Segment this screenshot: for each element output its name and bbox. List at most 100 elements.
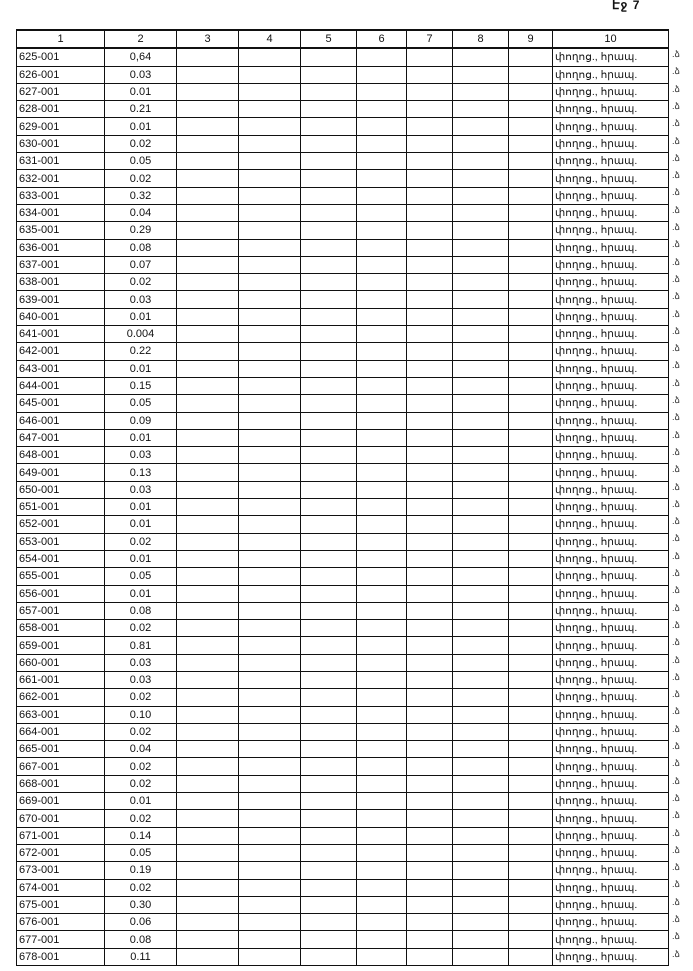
cell-empty	[452, 376, 509, 396]
cell-empty	[452, 515, 509, 534]
cell-empty	[508, 307, 553, 327]
cell-empty	[238, 255, 301, 275]
cell-type: փողոց., հրապ.	[552, 221, 669, 240]
cell-type: փողոց., հրապ.	[552, 653, 669, 672]
cell-id: 638-001	[16, 273, 105, 292]
cell-empty	[452, 809, 509, 828]
cell-empty	[406, 774, 453, 794]
cell-empty	[356, 809, 407, 828]
column-header-9: 9	[508, 28, 553, 50]
cell-empty	[176, 653, 239, 672]
cell-id: 625-001	[16, 47, 105, 67]
cell-empty	[176, 809, 239, 828]
cell-empty	[176, 878, 239, 897]
cell-empty	[300, 480, 357, 500]
cell-empty	[452, 342, 509, 361]
cell-empty	[176, 47, 239, 67]
cell-type: փողոց., հրապ.	[552, 186, 669, 205]
cell-empty	[300, 584, 357, 603]
cell-empty	[356, 722, 407, 742]
cell-empty	[356, 826, 407, 845]
cell-empty	[356, 238, 407, 257]
cell-empty	[356, 895, 407, 915]
cell-id: 667-001	[16, 757, 105, 776]
cell-empty	[300, 255, 357, 275]
cell-type: փողոց., հրապ.	[552, 498, 669, 517]
margin-mark: .ձ	[672, 239, 680, 250]
cell-empty	[406, 757, 453, 776]
cell-value: 0.02	[104, 532, 177, 551]
cell-type: փողոց., հրապ.	[552, 895, 669, 915]
table-row: 639-001 0.03 փողոց., հրապ.	[16, 290, 669, 309]
cell-empty	[452, 947, 509, 967]
cell-empty	[300, 792, 357, 811]
cell-id: 665-001	[16, 740, 105, 759]
margin-mark: .ձ	[672, 585, 680, 596]
cell-value: 0.02	[104, 688, 177, 707]
cell-type: փողոց., հրապ.	[552, 515, 669, 534]
cell-value: 0.13	[104, 463, 177, 482]
margin-mark: .ձ	[672, 83, 680, 94]
cell-empty	[452, 619, 509, 638]
cell-empty	[406, 446, 453, 465]
cell-type: փողոց., հրապ.	[552, 774, 669, 794]
margin-mark: .ձ	[672, 464, 680, 475]
margin-mark: .ձ	[672, 395, 680, 405]
cell-empty	[176, 82, 239, 102]
cell-empty	[452, 930, 509, 949]
cell-id: 628-001	[16, 100, 105, 119]
table-row: 675-001 0.30 փողոց., հրապ.	[16, 895, 669, 915]
margin-mark: .ձ	[672, 412, 680, 423]
cell-empty	[508, 221, 553, 240]
cell-type: փողոց., հրապ.	[552, 290, 669, 309]
cell-empty	[452, 134, 509, 154]
cell-type: փողոց., հրապ.	[552, 826, 669, 845]
cell-empty	[238, 584, 301, 603]
cell-empty	[406, 792, 453, 811]
cell-id: 639-001	[16, 290, 105, 309]
cell-empty	[238, 47, 301, 67]
cell-type: փողոց., հրապ.	[552, 446, 669, 465]
cell-empty	[406, 411, 453, 430]
margin-mark: .ձ	[672, 948, 680, 959]
cell-empty	[238, 757, 301, 776]
cell-empty	[176, 619, 239, 638]
cell-type: փողոց., հրապ.	[552, 688, 669, 707]
cell-empty	[406, 307, 453, 327]
cell-id: 671-001	[16, 826, 105, 845]
cell-empty	[176, 376, 239, 396]
cell-id: 677-001	[16, 930, 105, 949]
margin-mark: .ձ	[672, 343, 680, 354]
table-row: 656-001 0.01 փողոց., հրապ.	[16, 584, 669, 603]
margin-mark: .ձ	[672, 49, 680, 59]
cell-empty	[356, 515, 407, 534]
cell-empty	[238, 895, 301, 915]
table-row: 678-001 0.11 փողոց., հրապ.	[16, 947, 669, 967]
margin-mark: .ձ	[672, 758, 680, 769]
cell-id: 676-001	[16, 913, 105, 932]
column-header-3: 3	[176, 28, 239, 50]
cell-id: 644-001	[16, 376, 105, 396]
cell-value: 0.02	[104, 809, 177, 828]
margin-mark: .ձ	[672, 222, 680, 232]
cell-empty	[406, 913, 453, 932]
cell-empty	[452, 169, 509, 188]
cell-empty	[508, 480, 553, 500]
cell-empty	[176, 273, 239, 292]
cell-type: փողոց., հրապ.	[552, 134, 669, 154]
cell-empty	[300, 82, 357, 102]
cell-empty	[238, 463, 301, 482]
margin-mark: .ձ	[672, 516, 680, 527]
cell-empty	[356, 498, 407, 517]
table-row: 635-001 0.29 փողոց., հրապ.	[16, 221, 669, 240]
cell-empty	[300, 567, 357, 586]
cell-empty	[176, 290, 239, 309]
cell-id: 663-001	[16, 705, 105, 724]
cell-empty	[300, 498, 357, 517]
table-row: 662-001 0.02 փողոց., հրապ.	[16, 688, 669, 707]
cell-empty	[508, 463, 553, 482]
cell-empty	[406, 705, 453, 724]
cell-id: 673-001	[16, 861, 105, 880]
table-row: 630-001 0.02 փողոց., հրապ.	[16, 134, 669, 154]
cell-value: 0.07	[104, 255, 177, 275]
